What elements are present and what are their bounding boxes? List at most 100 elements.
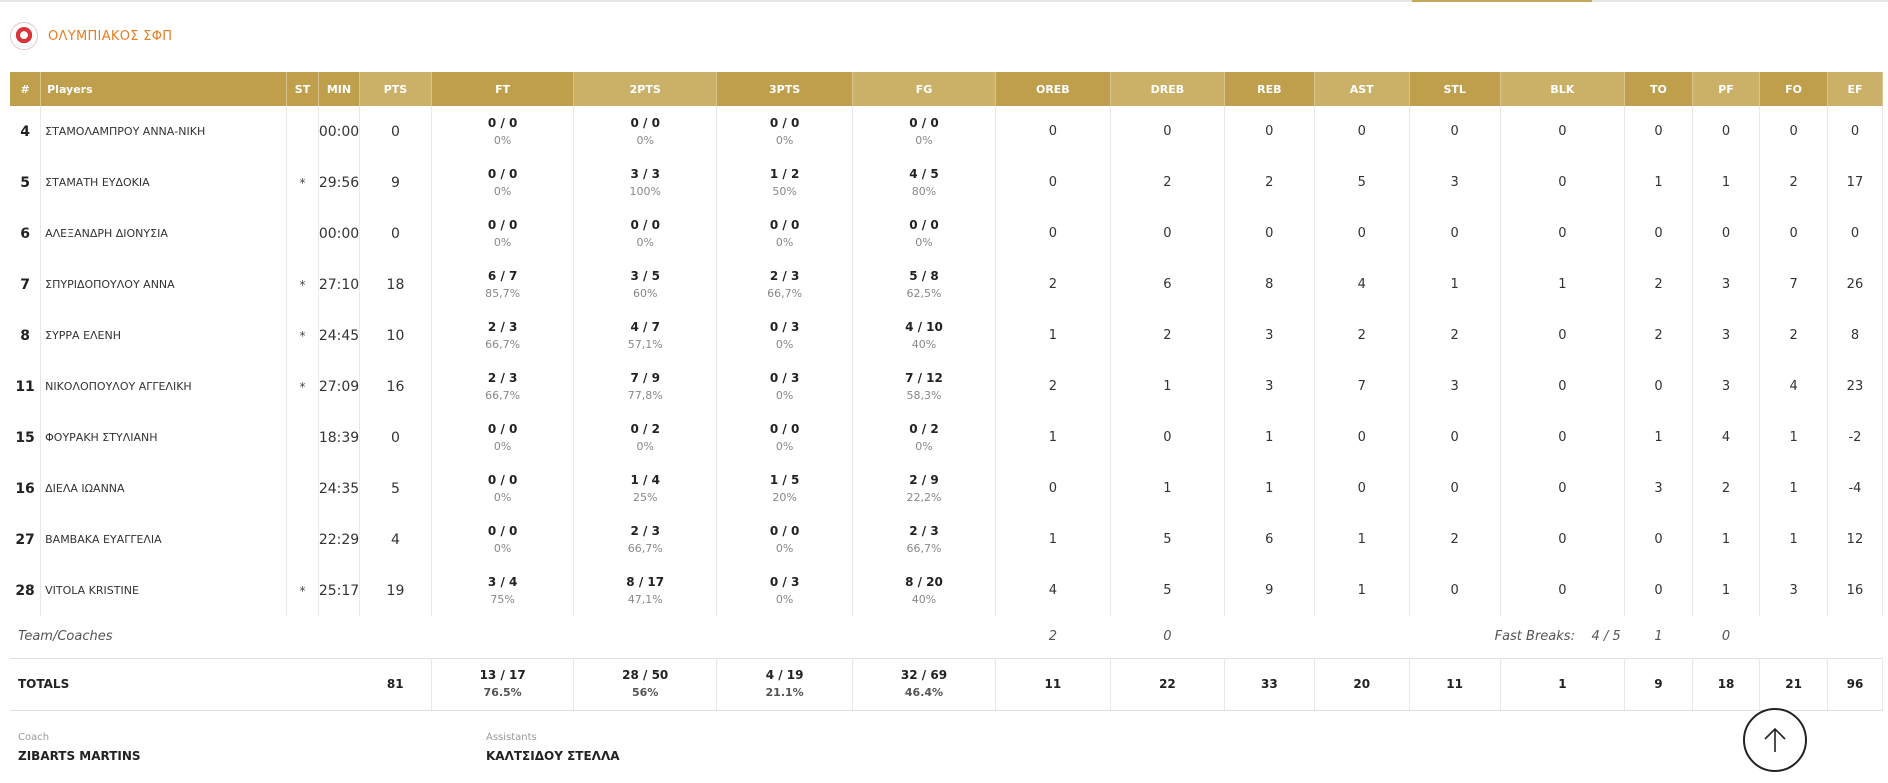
to: 2	[1624, 310, 1693, 361]
team-logo-icon	[10, 22, 38, 50]
2pts-cell: 7 / 9 77,8%	[573, 361, 717, 412]
player-number: 7	[10, 259, 42, 310]
fo: 1	[1759, 463, 1828, 514]
col-blk[interactable]: BLK	[1500, 72, 1626, 106]
player-name[interactable]: ΣΥΡΡΑ ΕΛΕΝΗ	[40, 310, 288, 361]
table-row: 27 ΒΑΜΒΑΚΑ ΕΥΑΓΓΕΛΙΑ 22:29 4 0 / 0 0% 2 /…	[10, 514, 1884, 565]
player-name[interactable]: ΣΠΥΡΙΔΟΠΟΥΛΟΥ ΑΝΝΑ	[40, 259, 288, 310]
starter-mark: *	[286, 361, 319, 412]
player-number: 11	[10, 361, 42, 412]
stl: 1	[1409, 259, 1501, 310]
fg-cell: 5 / 8 62,5%	[852, 259, 996, 310]
fast-breaks: Fast Breaks: 4 / 5	[1224, 616, 1624, 658]
col-num[interactable]: #	[10, 72, 42, 106]
blk: 0	[1500, 310, 1626, 361]
player-name[interactable]: ΒΑΜΒΑΚΑ ΕΥΑΓΓΕΛΙΑ	[40, 514, 288, 565]
col-fo[interactable]: FO	[1759, 72, 1828, 106]
col-pts[interactable]: PTS	[359, 72, 432, 106]
assistants-name: ΚΑΛΤΣΙΔΟΥ ΣΤΕΛΛΑ	[486, 749, 620, 763]
minutes: 25:17	[318, 565, 361, 616]
2pts-cell: 8 / 17 47,1%	[573, 565, 717, 616]
2pts-cell: 1 / 4 25%	[573, 463, 717, 514]
col-stl[interactable]: STL	[1409, 72, 1501, 106]
fast-breaks-label: Fast Breaks:	[1494, 629, 1575, 645]
team-coaches-row: Team/Coaches 2 0 Fast Breaks: 4 / 5 1 0	[10, 616, 1883, 658]
reb: 3	[1224, 310, 1315, 361]
2pts-cell: 0 / 0 0%	[573, 106, 717, 157]
stl: 3	[1409, 157, 1501, 208]
col-players[interactable]: Players	[40, 72, 288, 106]
boxscore-table: # Players ST MIN PTS FT 2PTS 3PTS FG ORE…	[10, 72, 1884, 711]
oreb: 1	[995, 412, 1111, 463]
dreb: 6	[1110, 259, 1225, 310]
dreb: 2	[1110, 310, 1225, 361]
to: 0	[1624, 208, 1693, 259]
team-coaches-label: Team/Coaches	[18, 629, 113, 645]
starter-mark	[286, 412, 319, 463]
oreb: 0	[995, 157, 1111, 208]
pf: 0	[1692, 208, 1761, 259]
blk: 0	[1500, 463, 1626, 514]
dreb: 0	[1110, 208, 1225, 259]
oreb: 2	[995, 361, 1111, 412]
col-reb[interactable]: REB	[1224, 72, 1315, 106]
pf: 2	[1692, 463, 1761, 514]
assistants-label: Assistants	[486, 732, 537, 743]
fo: 3	[1759, 565, 1828, 616]
ft-cell: 0 / 0 0%	[431, 106, 575, 157]
reb: 1	[1224, 463, 1315, 514]
player-name[interactable]: ΦΟΥΡΑΚΗ ΣΤΥΛΙΑΝΗ	[40, 412, 288, 463]
player-name[interactable]: ΣΤΑΜΟΛΑΜΠΡΟΥ ΑΝΝΑ-ΝΙΚΗ	[40, 106, 288, 157]
stl: 3	[1409, 361, 1501, 412]
player-name[interactable]: ΔΙΕΛΑ ΙΩΑΝΝΑ	[40, 463, 288, 514]
ast: 4	[1314, 259, 1410, 310]
blk: 0	[1500, 565, 1626, 616]
ft-cell: 0 / 0 0%	[431, 463, 575, 514]
ft-cell: 3 / 4 75%	[431, 565, 575, 616]
col-to[interactable]: TO	[1624, 72, 1693, 106]
dreb: 1	[1110, 361, 1225, 412]
3pts-cell: 1 / 2 50%	[716, 157, 854, 208]
dreb: 5	[1110, 514, 1225, 565]
points: 0	[359, 106, 432, 157]
col-ft[interactable]: FT	[431, 72, 575, 106]
points: 0	[359, 208, 432, 259]
assistants-block: Assistants ΚΑΛΤΣΙΔΟΥ ΣΤΕΛΛΑ	[486, 732, 620, 763]
3pts-cell: 0 / 0 0%	[716, 208, 854, 259]
col-min[interactable]: MIN	[318, 72, 361, 106]
totals-pf: 18	[1692, 657, 1761, 711]
stl: 0	[1409, 565, 1501, 616]
ast: 0	[1314, 208, 1410, 259]
pf: 4	[1692, 412, 1761, 463]
player-name[interactable]: VITOLA KRISTINE	[40, 565, 288, 616]
totals-ef: 96	[1827, 657, 1884, 711]
2pts-cell: 3 / 3 100%	[573, 157, 717, 208]
ef: 26	[1827, 259, 1884, 310]
coach-label: Coach	[18, 732, 50, 743]
fo: 1	[1759, 514, 1828, 565]
col-ef[interactable]: EF	[1827, 72, 1884, 106]
minutes: 27:09	[318, 361, 361, 412]
col-st[interactable]: ST	[286, 72, 319, 106]
scroll-top-button[interactable]	[1743, 708, 1807, 772]
col-dreb[interactable]: DREB	[1110, 72, 1225, 106]
totals-row: TOTALS 81 13 / 17 76.5% 28 / 50 56% 4 / 19…	[10, 657, 1884, 711]
starter-mark: *	[286, 565, 319, 616]
ast: 1	[1314, 565, 1410, 616]
blk: 0	[1500, 514, 1626, 565]
table-row: 16 ΔΙΕΛΑ ΙΩΑΝΝΑ 24:35 5 0 / 0 0% 1 / 4 25%…	[10, 463, 1884, 514]
starter-mark	[286, 208, 319, 259]
col-pf[interactable]: PF	[1692, 72, 1761, 106]
col-ast[interactable]: AST	[1314, 72, 1410, 106]
team-oreb: 2	[1048, 629, 1057, 645]
player-name[interactable]: ΝΙΚΟΛΟΠΟΥΛΟΥ ΑΓΓΕΛΙΚΗ	[40, 361, 288, 412]
col-3pts[interactable]: 3PTS	[716, 72, 854, 106]
ef: 16	[1827, 565, 1884, 616]
player-name[interactable]: ΣΤΑΜΑΤΗ ΕΥΔΟΚΙΑ	[40, 157, 288, 208]
player-name[interactable]: ΑΛΕΞΑΝΔΡΗ ΔΙΟΝΥΣΙΑ	[40, 208, 288, 259]
col-2pts[interactable]: 2PTS	[573, 72, 717, 106]
fg-cell: 2 / 9 22,2%	[852, 463, 996, 514]
blk: 0	[1500, 106, 1626, 157]
col-oreb[interactable]: OREB	[995, 72, 1111, 106]
col-fg[interactable]: FG	[852, 72, 996, 106]
